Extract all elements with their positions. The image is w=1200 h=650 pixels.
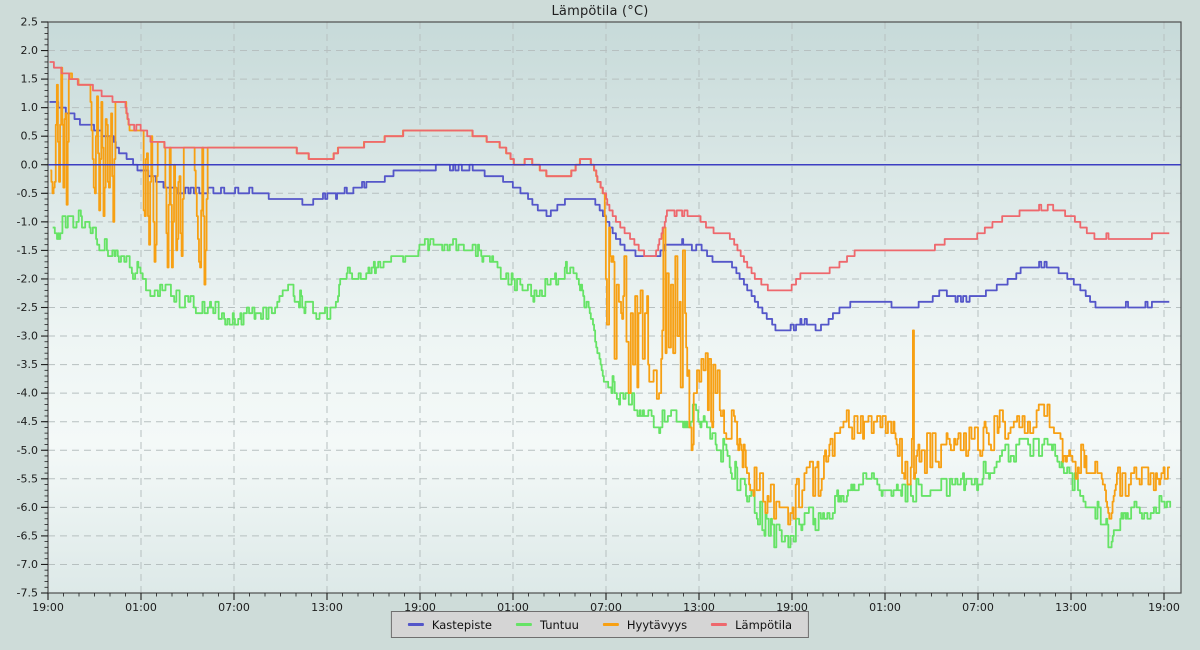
series-layer <box>49 61 1172 549</box>
legend-label: Lämpötila <box>735 617 793 632</box>
y-tick-label: -7.5 <box>17 587 38 600</box>
y-tick-label: -5.0 <box>17 444 38 457</box>
legend-label: Tuntuu <box>539 617 579 632</box>
y-tick-label: -5.5 <box>17 472 38 485</box>
axis-ticks <box>41 21 1165 600</box>
y-tick-label: -2.0 <box>17 272 38 285</box>
y-tick-label: 1.5 <box>21 73 39 86</box>
y-tick-label: -0.5 <box>17 187 38 200</box>
y-tick-label: -3.0 <box>17 330 38 343</box>
y-tick-label: -4.5 <box>17 415 38 428</box>
chart-title: Lämpötila (°C) <box>551 4 649 19</box>
legend-item-lämpötila: Lämpötila <box>711 618 792 632</box>
y-tick-label: 2.5 <box>21 16 39 29</box>
legend-label: Hyytävyys <box>626 617 688 632</box>
y-tick-label: 1.0 <box>21 101 39 114</box>
legend-item-kastepiste: Kastepiste <box>407 617 492 632</box>
x-tick-label: 07:00 <box>590 601 622 614</box>
x-tick-label: 07:00 <box>218 601 250 614</box>
y-tick-label: -2.5 <box>17 301 38 314</box>
y-tick-label: -1.0 <box>17 215 38 228</box>
y-tick-label: 0.0 <box>21 158 39 171</box>
legend-swatch <box>407 623 424 626</box>
x-tick-label: 13:00 <box>1055 601 1087 614</box>
y-tick-label: -6.5 <box>17 529 38 542</box>
x-tick-label: 19:00 <box>776 601 808 614</box>
x-tick-label: 19:00 <box>32 601 64 614</box>
legend: Kastepiste Tuntuu Hyytävyys Lämpötila <box>390 611 810 638</box>
legend-swatch <box>515 623 532 626</box>
x-tick-label: 19:00 <box>1148 601 1180 614</box>
y-tick-label: -4.0 <box>17 387 38 400</box>
y-tick-label: -6.0 <box>17 501 38 514</box>
legend-label: Kastepiste <box>431 617 492 632</box>
legend-swatch <box>602 623 619 626</box>
series-line-hyytävyys <box>50 66 1171 526</box>
y-tick-label: -1.5 <box>17 244 38 257</box>
x-tick-label: 07:00 <box>962 601 994 614</box>
series-line-tuntuu <box>52 209 1172 549</box>
x-tick-label: 13:00 <box>683 601 715 614</box>
legend-item-tuntuu: Tuntuu <box>515 617 579 632</box>
y-tick-label: 0.5 <box>21 130 39 143</box>
x-tick-label: 01:00 <box>497 601 529 614</box>
x-tick-label: 01:00 <box>125 601 157 614</box>
x-tick-label: 13:00 <box>311 601 343 614</box>
series-line-lämpötila <box>49 61 1170 292</box>
x-tick-label: 19:00 <box>404 601 436 614</box>
x-tick-label: 01:00 <box>869 601 901 614</box>
legend-swatch <box>711 623 728 626</box>
y-tick-label: 2.0 <box>21 44 39 57</box>
legend-item-hyytävyys: Hyytävyys <box>602 617 688 632</box>
axis-labels: 2.5 2.0 1.5 1.0 0.5 0.0 -0.5 -1.0 -1.5 -2.0 -2.5 -3… <box>17 16 1180 615</box>
y-tick-label: -3.5 <box>17 358 38 371</box>
y-tick-label: -7.0 <box>17 558 38 571</box>
